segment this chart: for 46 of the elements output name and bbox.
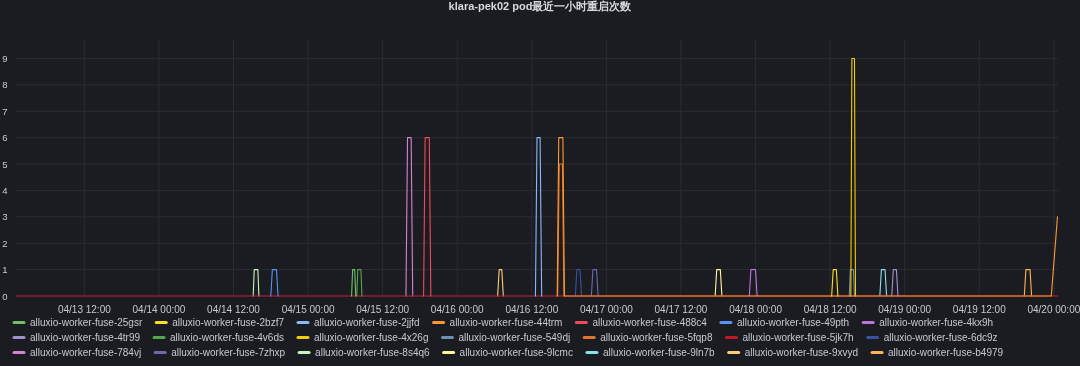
legend-label: alluxio-worker-fuse-2bzf7 (172, 317, 285, 328)
y-tick-label: 2 (2, 237, 8, 249)
y-tick-label: 3 (2, 211, 8, 223)
x-tick-label: 04/14 12:00 (207, 304, 261, 315)
x-tick-label: 04/18 00:00 (729, 304, 783, 315)
x-tick-label: 04/14 00:00 (132, 304, 186, 315)
x-tick-label: 04/17 00:00 (579, 304, 634, 315)
legend-label: alluxio-worker-fuse-4v6ds (170, 332, 284, 343)
legend-label: alluxio-worker-fuse-2jjfd (313, 317, 420, 328)
x-tick-label: 04/16 12:00 (505, 304, 559, 315)
legend-label: alluxio-worker-fuse-9ln7b (602, 347, 716, 358)
legend-label: alluxio-worker-fuse-7zhxp (171, 347, 286, 358)
y-tick-label: 8 (2, 79, 8, 91)
x-tick-label: 04/20 00:00 (1027, 304, 1080, 315)
y-tick-label: 7 (2, 105, 8, 117)
chart-title: klara-pek02 pod最近一小时重启次数 (448, 0, 633, 12)
legend-label: alluxio-worker-fuse-49pth (736, 317, 850, 328)
legend-label: alluxio-worker-fuse-4tr99 (30, 332, 141, 343)
x-tick-label: 04/18 12:00 (803, 304, 857, 315)
y-tick-label: 5 (2, 158, 8, 170)
legend-label: alluxio-worker-fuse-9lcmc (459, 347, 573, 358)
legend-label: alluxio-worker-fuse-8s4q6 (315, 347, 431, 358)
legend-label: alluxio-worker-fuse-44trm (449, 317, 563, 328)
legend-label: alluxio-worker-fuse-784vj (30, 347, 142, 358)
legend-label: alluxio-worker-fuse-5fqp8 (600, 332, 713, 343)
x-tick-label: 04/13 12:00 (57, 304, 112, 315)
legend-label: alluxio-worker-fuse-b4979 (888, 347, 1004, 358)
x-tick-label: 04/16 00:00 (430, 304, 485, 315)
legend-label: alluxio-worker-fuse-4kx9h (879, 317, 994, 328)
legend-label: alluxio-worker-fuse-9xvyd (744, 347, 859, 358)
y-tick-label: 6 (2, 132, 8, 144)
x-tick-label: 04/19 00:00 (878, 304, 932, 315)
legend-label: alluxio-worker-fuse-549dj (458, 332, 571, 343)
x-tick-label: 04/15 00:00 (281, 304, 335, 315)
y-tick-label: 4 (2, 184, 8, 196)
legend-label: alluxio-worker-fuse-4x26g (313, 332, 429, 343)
x-tick-label: 04/17 12:00 (654, 304, 708, 315)
y-tick-label: 1 (2, 264, 8, 276)
legend-label: alluxio-worker-fuse-25gsr (30, 317, 143, 328)
x-tick-label: 04/19 12:00 (952, 304, 1007, 315)
y-tick-label: 0 (2, 290, 8, 302)
legend-label: alluxio-worker-fuse-6dc9z (883, 332, 998, 343)
legend-label: alluxio-worker-fuse-5jk7h (742, 332, 854, 343)
x-tick-label: 04/15 12:00 (356, 304, 410, 315)
y-tick-label: 9 (2, 52, 8, 64)
legend-label: alluxio-worker-fuse-488c4 (592, 317, 708, 328)
